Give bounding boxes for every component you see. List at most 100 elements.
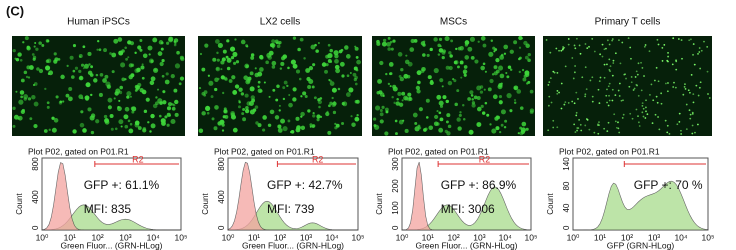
cell: [27, 76, 31, 79]
cell: [315, 49, 319, 53]
cell: [246, 101, 251, 106]
cell: [699, 81, 702, 84]
cell: [684, 83, 686, 86]
cell: [567, 102, 570, 104]
cell: [72, 129, 77, 134]
cell: [584, 93, 587, 96]
cell: [548, 81, 551, 84]
cell: [439, 78, 444, 83]
cell: [439, 104, 444, 108]
cell: [82, 128, 87, 133]
cell: [330, 60, 333, 63]
cell: [71, 75, 75, 79]
cell: [523, 74, 528, 78]
cell: [139, 39, 143, 42]
cell: [483, 88, 486, 91]
cell: [109, 113, 114, 118]
cell: [295, 127, 301, 133]
cell: [104, 118, 110, 124]
cell: [599, 53, 602, 56]
cell: [612, 59, 615, 62]
cell: [409, 47, 415, 52]
cell: [119, 85, 124, 90]
cell: [584, 124, 587, 127]
cell: [125, 57, 129, 61]
cell: [675, 60, 678, 63]
cell: [471, 98, 474, 101]
mfi: MFI: 739: [267, 202, 315, 216]
cell: [547, 129, 550, 132]
cell: [567, 43, 570, 46]
cell: [332, 110, 337, 115]
cell: [93, 78, 98, 83]
cell: [271, 65, 276, 69]
cell: [95, 119, 100, 124]
cell: [87, 107, 92, 112]
cell: [613, 113, 616, 116]
cell: [427, 75, 432, 80]
cell: [418, 107, 423, 112]
cell: [653, 79, 656, 82]
cell: [645, 106, 647, 109]
cell: [274, 115, 280, 120]
cell: [328, 104, 331, 108]
column-title: LX2 cells: [260, 17, 301, 28]
cell: [407, 97, 411, 102]
cell: [207, 74, 210, 77]
cell: [683, 85, 686, 88]
cell: [454, 102, 458, 107]
gfp-histogram: [572, 180, 709, 231]
cell: [467, 97, 472, 101]
cell: [499, 73, 505, 79]
cell: [584, 66, 587, 69]
y-tick-label: 100: [391, 201, 400, 215]
cell: [308, 66, 314, 71]
cell: [331, 96, 334, 100]
cell: [318, 105, 321, 109]
cell: [457, 126, 462, 131]
cell: [300, 125, 306, 131]
cell: [33, 101, 39, 107]
cell: [682, 93, 685, 96]
cell: [456, 65, 460, 69]
x-tick-label: 10⁰: [396, 232, 409, 242]
cell: [571, 57, 574, 59]
cell: [641, 104, 644, 107]
cell: [655, 66, 658, 69]
cell: [417, 80, 421, 85]
cell: [287, 66, 290, 70]
cell: [118, 99, 121, 102]
cell: [225, 55, 229, 59]
cell: [238, 105, 241, 109]
cell: [312, 63, 316, 67]
cell: [479, 90, 484, 94]
cell: [689, 113, 692, 116]
cell: [65, 93, 70, 98]
cell: [99, 73, 104, 77]
cell: [692, 53, 694, 56]
cell: [606, 130, 609, 132]
cell: [574, 47, 577, 50]
x-tick-label: 10⁵: [702, 232, 715, 242]
cell: [168, 37, 174, 43]
cell: [214, 39, 220, 44]
y-tick-label: 40: [562, 203, 571, 212]
cell: [672, 37, 675, 40]
cell: [41, 44, 45, 47]
cell: [441, 85, 444, 88]
cell: [637, 115, 639, 118]
cell: [295, 116, 300, 121]
cell: [139, 48, 143, 52]
cell: [271, 39, 276, 44]
cell: [513, 86, 517, 90]
cell: [34, 42, 37, 45]
cell: [23, 70, 28, 75]
cell: [503, 52, 507, 55]
cell: [643, 75, 645, 77]
cell: [660, 92, 663, 95]
cell: [442, 95, 447, 100]
cell: [344, 45, 349, 50]
cell: [656, 38, 659, 41]
cell: [469, 36, 476, 42]
